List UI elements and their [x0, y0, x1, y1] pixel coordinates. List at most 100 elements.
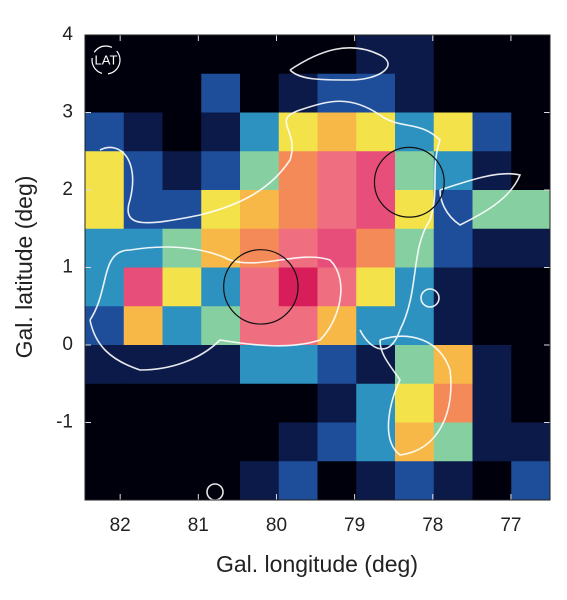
heat-cell: [85, 151, 125, 191]
heat-cell: [395, 228, 435, 268]
source-circle: [373, 146, 445, 218]
heat-cell: [240, 190, 280, 230]
heat-cell: [317, 267, 357, 307]
contour: [420, 288, 440, 308]
heat-cell: [201, 383, 241, 423]
x-tick-label: 82: [110, 515, 131, 536]
heat-cell: [395, 345, 435, 385]
heat-cell: [356, 228, 396, 268]
heat-cell: [123, 151, 163, 191]
heat-cell: [317, 422, 357, 462]
contour: [289, 47, 389, 81]
heat-cell: [278, 73, 318, 113]
heat-cell: [240, 306, 280, 346]
heat-cell: [395, 73, 435, 113]
heat-cell: [201, 73, 241, 113]
heat-cell: [240, 267, 280, 307]
heat-cell: [162, 151, 202, 191]
heat-cell: [240, 35, 280, 75]
heat-cell: [433, 73, 473, 113]
heat-cell: [395, 35, 435, 75]
heat-cell: [162, 112, 202, 152]
heat-cell: [433, 267, 473, 307]
heat-cell: [278, 151, 318, 191]
heat-cell: [278, 306, 318, 346]
heat-cell: [433, 228, 473, 268]
heat-cell: [278, 190, 318, 230]
heat-cell: [472, 422, 512, 462]
heat-cell: [511, 73, 551, 113]
heat-cell: [85, 73, 125, 113]
heat-cell: [511, 112, 551, 152]
heat-cell: [472, 112, 512, 152]
heat-cell: [472, 151, 512, 191]
heat-cell: [85, 461, 125, 501]
y-tick-label: 2: [62, 179, 73, 200]
heat-cell: [511, 306, 551, 346]
x-tick-label: 78: [422, 515, 443, 536]
heat-cell: [395, 151, 435, 191]
heat-cell: [162, 383, 202, 423]
heat-cell: [433, 151, 473, 191]
heat-cell: [472, 461, 512, 501]
y-tick-label: 0: [62, 334, 73, 355]
heat-cell: [240, 422, 280, 462]
heat-cell: [123, 73, 163, 113]
x-tick-label: 81: [188, 515, 209, 536]
heat-cell: [317, 228, 357, 268]
heat-cell: [317, 345, 357, 385]
heat-cell: [356, 35, 396, 75]
heat-cell: [162, 73, 202, 113]
heat-cell: [123, 35, 163, 75]
heat-cell: [433, 35, 473, 75]
heat-cell: [240, 73, 280, 113]
y-axis-label: Gal. latitude (deg): [11, 176, 37, 359]
x-tick-label: 77: [500, 515, 521, 536]
x-tick-label: 79: [344, 515, 365, 536]
heat-cell: [240, 383, 280, 423]
heat-cell: [85, 383, 125, 423]
heat-cell: [85, 112, 125, 152]
heat-cell: [395, 306, 435, 346]
heat-cell: [395, 461, 435, 501]
heat-cell: [278, 422, 318, 462]
heat-cell: [356, 461, 396, 501]
y-tick-label: -1: [56, 412, 73, 433]
heat-cell: [278, 112, 318, 152]
heat-cell: [395, 383, 435, 423]
heat-cell: [162, 190, 202, 230]
y-tick-label: 4: [62, 24, 73, 45]
contour: [99, 100, 441, 350]
heatmap: [85, 35, 551, 501]
heat-cell: [201, 345, 241, 385]
heat-cell: [123, 422, 163, 462]
heat-cell: [356, 422, 396, 462]
heat-cell: [511, 383, 551, 423]
heat-cell: [511, 267, 551, 307]
heat-cell: [433, 190, 473, 230]
overlay: [85, 34, 550, 500]
x-axis-label: Gal. longitude (deg): [216, 551, 418, 577]
heat-cell: [123, 461, 163, 501]
heat-cell: [278, 383, 318, 423]
heat-cell: [317, 461, 357, 501]
heat-cell: [278, 461, 318, 501]
heat-cell: [85, 190, 125, 230]
heat-cell: [356, 267, 396, 307]
heat-cell: [278, 345, 318, 385]
heat-cell: [201, 112, 241, 152]
heat-cell: [201, 151, 241, 191]
heat-cell: [201, 35, 241, 75]
contour: [439, 172, 522, 226]
heat-cell: [85, 267, 125, 307]
heat-cell: [240, 461, 280, 501]
heat-cell: [356, 306, 396, 346]
heat-cell: [278, 35, 318, 75]
heat-cell: [317, 383, 357, 423]
heat-cell: [472, 267, 512, 307]
heat-cell: [85, 422, 125, 462]
heat-cell: [511, 151, 551, 191]
heat-cell: [162, 35, 202, 75]
heat-cell: [123, 383, 163, 423]
heat-cell: [472, 345, 512, 385]
